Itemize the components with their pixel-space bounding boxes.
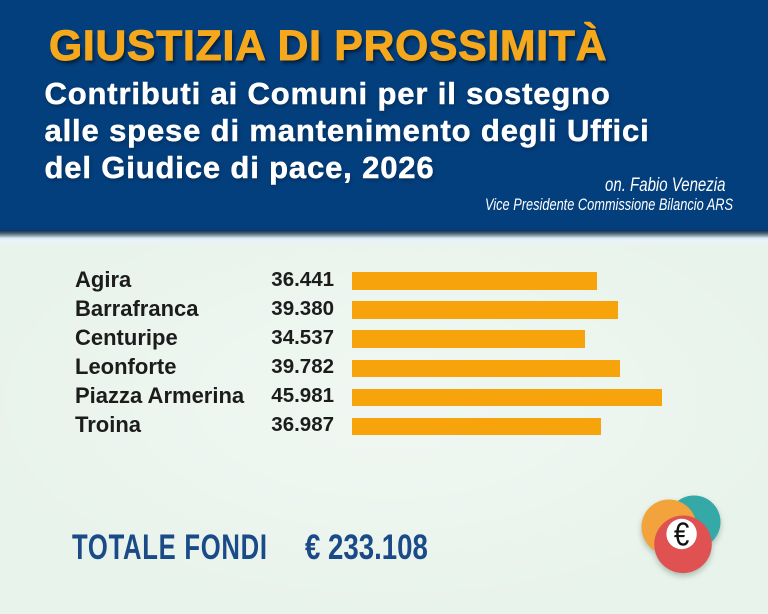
svg-text:€: €	[674, 516, 689, 553]
